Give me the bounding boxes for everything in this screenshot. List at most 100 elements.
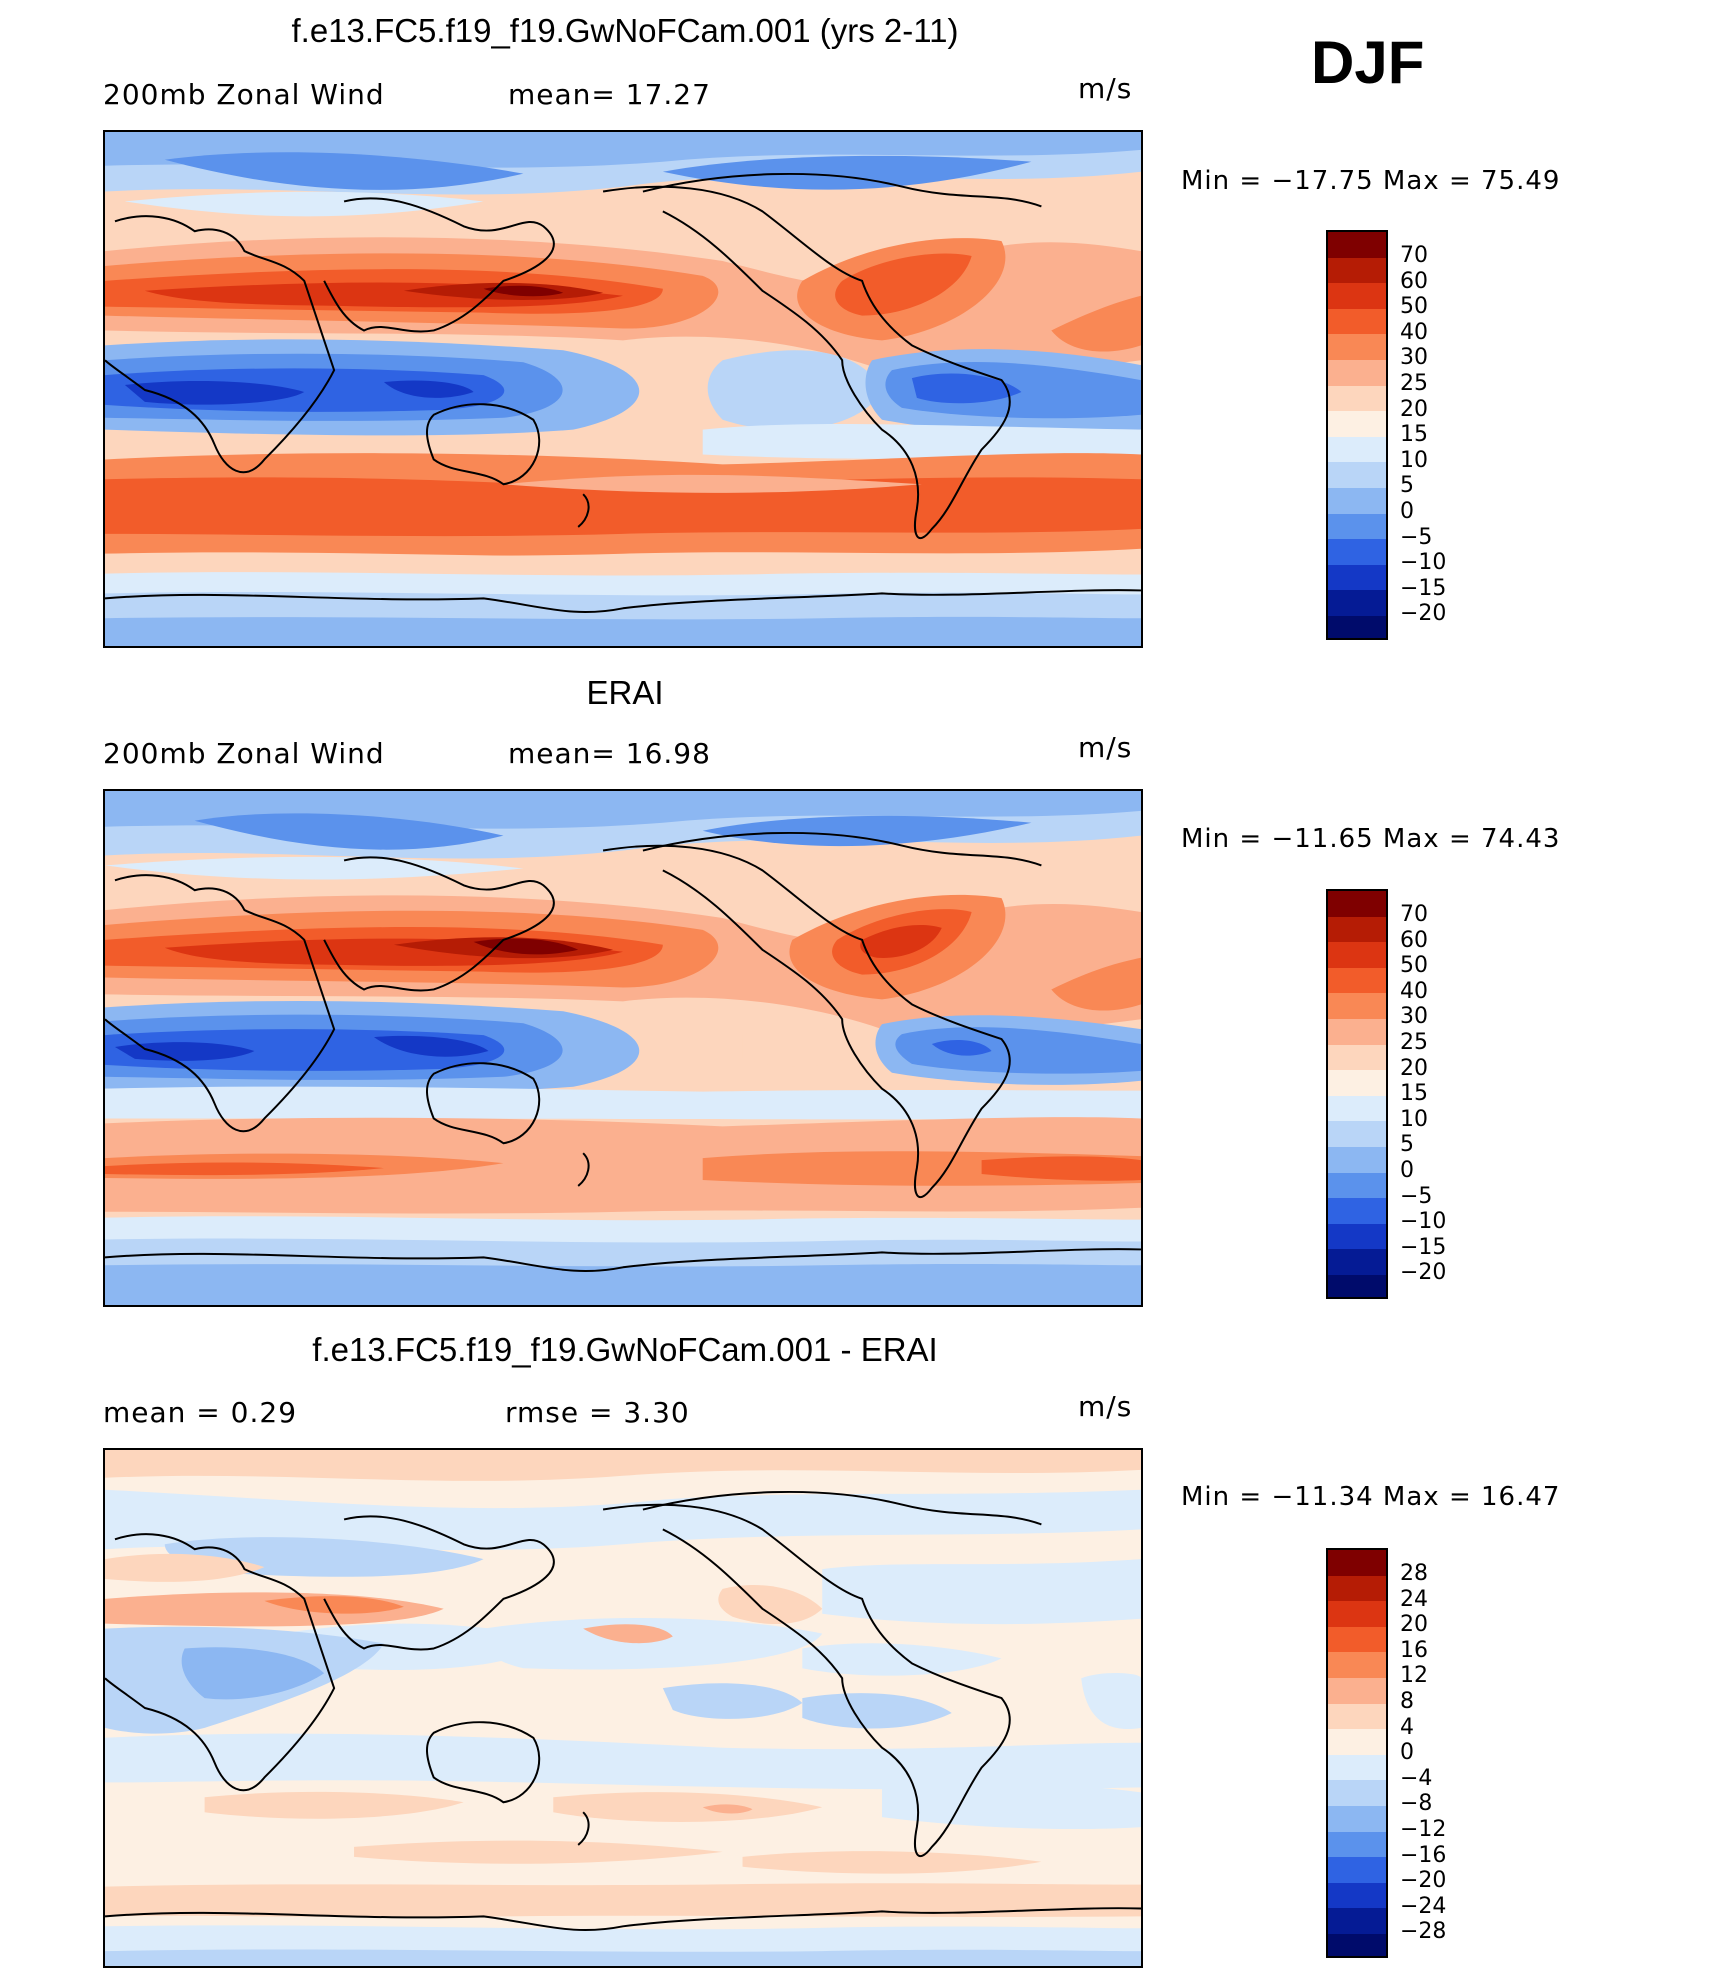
panel3-colorbar-swatch-8-12 xyxy=(1328,1677,1386,1704)
panel2-colorbar-swatch-5-10 xyxy=(1328,1121,1386,1147)
panel2-colorbar xyxy=(1326,889,1388,1299)
panel1-zonal-wind-field xyxy=(105,132,1141,646)
panel1-colorbar-swatch-m15-m10 xyxy=(1328,564,1386,591)
panel3-map xyxy=(103,1448,1143,1968)
panel2-colorbar-swatch-25-30 xyxy=(1328,1018,1386,1045)
panel2-map xyxy=(103,789,1143,1307)
panel1-units: m/s xyxy=(1078,72,1133,105)
panel2-colorbar-swatch-m5-0 xyxy=(1328,1172,1386,1199)
cb-label: 60 xyxy=(1400,268,1428,294)
panel1-colorbar-swatch-m5-0 xyxy=(1328,513,1386,540)
cb-label: 4 xyxy=(1400,1714,1414,1740)
cb-label: 10 xyxy=(1400,447,1428,473)
cb-label: −5 xyxy=(1400,524,1433,550)
panel3-mean-label: mean = 0.29 xyxy=(103,1396,298,1429)
cb-label: −10 xyxy=(1400,550,1447,576)
panel3-colorbar-swatch-m20-m16 xyxy=(1328,1857,1386,1883)
panel1-colorbar-swatch-5-10 xyxy=(1328,462,1386,488)
panel1-map xyxy=(103,130,1143,648)
panel1-colorbar-swatch-10-15 xyxy=(1328,436,1386,463)
panel3-colorbar-swatch-m24-m20 xyxy=(1328,1882,1386,1909)
cb-label: 10 xyxy=(1400,1106,1428,1132)
cb-label: −12 xyxy=(1400,1816,1447,1842)
cb-label: 12 xyxy=(1400,1663,1428,1689)
cb-label: 5 xyxy=(1400,473,1414,499)
panel3-colorbar-swatch-m28-m24 xyxy=(1328,1908,1386,1934)
cb-label: 50 xyxy=(1400,294,1428,320)
cb-label: 70 xyxy=(1400,243,1428,268)
panel1-colorbar-swatch-m10-m5 xyxy=(1328,539,1386,565)
panel3-colorbar-swatch-12-16 xyxy=(1328,1652,1386,1678)
panel2-mean-label: mean= 16.98 xyxy=(508,737,711,770)
panel2-colorbar-swatch-70plus xyxy=(1328,891,1386,917)
panel3-colorbar-swatch-28plus xyxy=(1328,1550,1386,1576)
panel3-difference-field xyxy=(105,1450,1141,1966)
panel3-colorbar-swatch-20-24 xyxy=(1328,1601,1386,1627)
cb-label: 0 xyxy=(1400,1157,1414,1183)
panel1-colorbar xyxy=(1326,230,1388,640)
panel1-colorbar-swatch-below-m20 xyxy=(1328,615,1386,638)
panel2-variable-label: 200mb Zonal Wind xyxy=(103,737,385,770)
panel3-title: f.e13.FC5.f19_f19.GwNoFCam.001 - ERAI xyxy=(312,1331,938,1368)
panel1-colorbar-labels: 70 60 50 40 30 25 20 15 10 5 0 −5 −10 −1… xyxy=(1400,243,1446,627)
panel1-colorbar-swatch-70plus xyxy=(1328,232,1386,258)
cb-label: −5 xyxy=(1400,1183,1433,1209)
season-label: DJF xyxy=(1311,29,1425,96)
cb-label: 20 xyxy=(1400,1055,1428,1081)
panel3-colorbar-swatch-0-4 xyxy=(1328,1729,1386,1755)
panel1-colorbar-swatch-40-50 xyxy=(1328,308,1386,335)
panel3-colorbar-swatch-4-8 xyxy=(1328,1703,1386,1730)
panel2-zonal-wind-field xyxy=(105,791,1141,1305)
cb-label: 60 xyxy=(1400,927,1428,953)
panel2-colorbar-labels: 70 60 50 40 30 25 20 15 10 5 0 −5 −10 −1… xyxy=(1400,902,1446,1286)
panel1-colorbar-swatch-25-30 xyxy=(1328,359,1386,386)
panel1-variable-label: 200mb Zonal Wind xyxy=(103,78,385,111)
panel2-colorbar-swatch-15-20 xyxy=(1328,1070,1386,1096)
panel2-colorbar-swatch-30-40 xyxy=(1328,993,1386,1019)
panel2-minmax: Min = −11.65 Max = 74.43 xyxy=(1181,824,1561,854)
cb-label: 15 xyxy=(1400,422,1428,448)
cb-label: 24 xyxy=(1400,1586,1428,1612)
cb-label: 40 xyxy=(1400,319,1428,345)
cb-label: 16 xyxy=(1400,1637,1428,1663)
cb-label: −28 xyxy=(1400,1919,1447,1945)
cb-label: 28 xyxy=(1400,1561,1428,1586)
cb-label: −15 xyxy=(1400,575,1447,601)
panel3-colorbar-swatch-below-m28 xyxy=(1328,1933,1386,1956)
panel1-colorbar-swatch-0-5 xyxy=(1328,487,1386,514)
panel2-colorbar-swatch-m10-m5 xyxy=(1328,1198,1386,1224)
cb-label: 20 xyxy=(1400,396,1428,422)
cb-label: −15 xyxy=(1400,1234,1447,1260)
panel1-title: f.e13.FC5.f19_f19.GwNoFCam.001 (yrs 2-11… xyxy=(291,12,959,49)
cb-label: −20 xyxy=(1400,1260,1447,1286)
panel2-colorbar-swatch-m20-m15 xyxy=(1328,1249,1386,1275)
panel2-colorbar-swatch-0-5 xyxy=(1328,1146,1386,1173)
cb-label: 25 xyxy=(1400,1029,1428,1055)
cb-label: −20 xyxy=(1400,1868,1447,1894)
cb-label: 50 xyxy=(1400,953,1428,979)
panel1-colorbar-swatch-15-20 xyxy=(1328,411,1386,437)
panel3-colorbar-swatch-m8-m4 xyxy=(1328,1780,1386,1806)
panel1-colorbar-swatch-30-40 xyxy=(1328,334,1386,360)
panel2-colorbar-swatch-20-25 xyxy=(1328,1044,1386,1071)
cb-label: −16 xyxy=(1400,1842,1447,1868)
panel1-colorbar-swatch-60-70 xyxy=(1328,257,1386,284)
cb-label: −10 xyxy=(1400,1209,1447,1235)
panel3-colorbar-swatch-24-28 xyxy=(1328,1575,1386,1602)
cb-label: 30 xyxy=(1400,1004,1428,1030)
panel1-colorbar-swatch-20-25 xyxy=(1328,385,1386,412)
panel1-mean-label: mean= 17.27 xyxy=(508,78,711,111)
cb-label: −8 xyxy=(1400,1791,1433,1817)
cb-label: 40 xyxy=(1400,978,1428,1004)
panel2-colorbar-swatch-10-15 xyxy=(1328,1095,1386,1122)
panel1-minmax: Min = −17.75 Max = 75.49 xyxy=(1181,166,1561,196)
cb-label: 0 xyxy=(1400,498,1414,524)
panel3-colorbar-swatch-m4-0 xyxy=(1328,1754,1386,1781)
cb-label: 70 xyxy=(1400,902,1428,927)
cb-label: 20 xyxy=(1400,1612,1428,1638)
panel2-colorbar-swatch-below-m20 xyxy=(1328,1274,1386,1297)
cb-label: 15 xyxy=(1400,1081,1428,1107)
panel3-rmse-label: rmse = 3.30 xyxy=(505,1396,690,1429)
panel2-colorbar-swatch-50-60 xyxy=(1328,942,1386,968)
panel3-minmax: Min = −11.34 Max = 16.47 xyxy=(1181,1482,1561,1512)
